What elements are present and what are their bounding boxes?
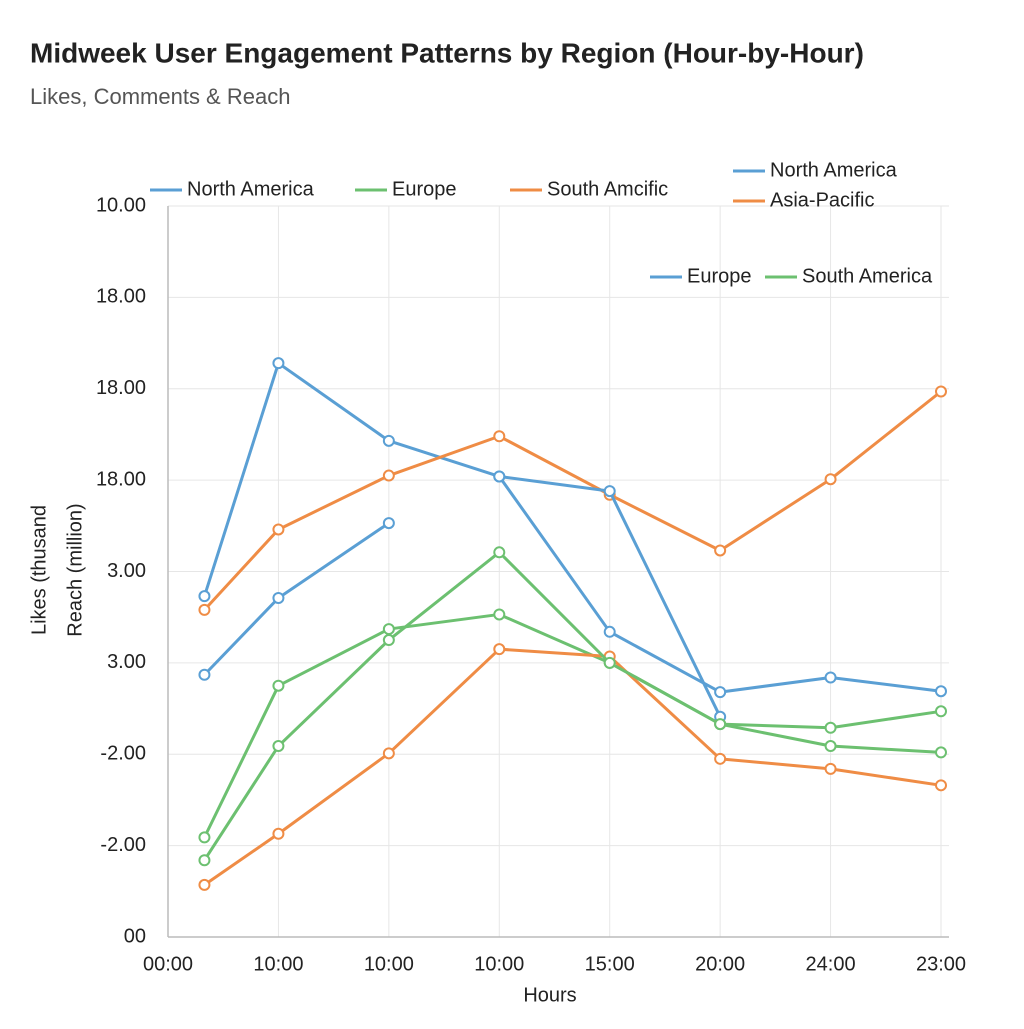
data-point xyxy=(382,623,395,636)
legend-label: North America xyxy=(187,178,315,200)
data-point xyxy=(714,752,727,765)
data-point xyxy=(382,634,395,647)
y-tick-label: 3.00 xyxy=(107,560,146,582)
data-point xyxy=(198,854,211,867)
data-point xyxy=(272,740,285,753)
y-tick-label: 10.00 xyxy=(96,194,146,216)
data-point xyxy=(382,747,395,760)
data-point xyxy=(272,357,285,370)
series-line xyxy=(203,647,942,887)
data-point xyxy=(714,686,727,699)
data-point xyxy=(382,517,395,530)
y-tick-label: 18.00 xyxy=(96,286,146,308)
data-point xyxy=(382,469,395,482)
data-point xyxy=(935,685,947,698)
series-line xyxy=(203,361,942,694)
chart-subtitle: Likes, Comments & Reach xyxy=(30,84,290,109)
data-point xyxy=(493,430,506,443)
data-point xyxy=(824,762,837,775)
data-point xyxy=(714,544,727,557)
data-point xyxy=(935,746,947,759)
data-point xyxy=(493,470,506,483)
data-point xyxy=(603,625,616,638)
data-point xyxy=(935,779,947,792)
data-point xyxy=(272,523,285,536)
legend-label: South America xyxy=(802,265,933,287)
data-point xyxy=(603,485,616,498)
x-tick-label: 23:00 xyxy=(916,953,966,975)
legend-label: North America xyxy=(770,159,898,181)
chart-title: Midweek User Engagement Patterns by Regi… xyxy=(30,37,864,68)
data-point xyxy=(198,831,211,844)
y-axis-label: Reach (million) xyxy=(64,503,86,636)
y-axis-label: Likes (thusand xyxy=(28,505,50,635)
data-point xyxy=(493,643,506,656)
x-tick-label: 15:00 xyxy=(585,953,635,975)
legend-label: Europe xyxy=(392,178,457,200)
series-line xyxy=(203,390,942,611)
x-tick-label: 20:00 xyxy=(695,953,745,975)
data-point xyxy=(824,721,837,734)
data-point xyxy=(935,385,947,398)
data-point xyxy=(935,705,947,718)
data-point xyxy=(382,434,395,447)
x-tick-label: 24:00 xyxy=(806,953,856,975)
data-point xyxy=(493,546,506,559)
data-point xyxy=(272,679,285,692)
data-point xyxy=(493,608,506,621)
y-tick-label: -2.00 xyxy=(100,743,146,765)
legend-label: South Amcific xyxy=(547,178,668,200)
data-point xyxy=(272,827,285,840)
series-line xyxy=(203,550,942,862)
data-point xyxy=(272,591,285,604)
x-axis-label: Hours xyxy=(523,984,576,1006)
x-tick-label: 10:00 xyxy=(253,953,303,975)
data-point xyxy=(603,656,616,669)
y-tick-label: 00 xyxy=(124,925,146,947)
data-point xyxy=(824,740,837,753)
legend-label: Asia-Pacific xyxy=(770,189,874,211)
data-point xyxy=(714,718,727,731)
data-point xyxy=(198,668,211,681)
legend-label: Europe xyxy=(687,265,752,287)
data-point xyxy=(198,603,211,616)
data-point xyxy=(824,671,837,684)
y-tick-label: -2.00 xyxy=(100,834,146,856)
series-line xyxy=(203,612,942,839)
x-tick-label: 10:00 xyxy=(364,953,414,975)
y-tick-label: 3.00 xyxy=(107,651,146,673)
x-tick-label: 00:00 xyxy=(143,953,193,975)
data-point xyxy=(198,590,211,603)
data-point xyxy=(198,878,211,891)
y-tick-label: 18.00 xyxy=(96,377,146,399)
data-point xyxy=(824,473,837,486)
y-tick-label: 18.00 xyxy=(96,468,146,490)
x-tick-label: 10:00 xyxy=(474,953,524,975)
